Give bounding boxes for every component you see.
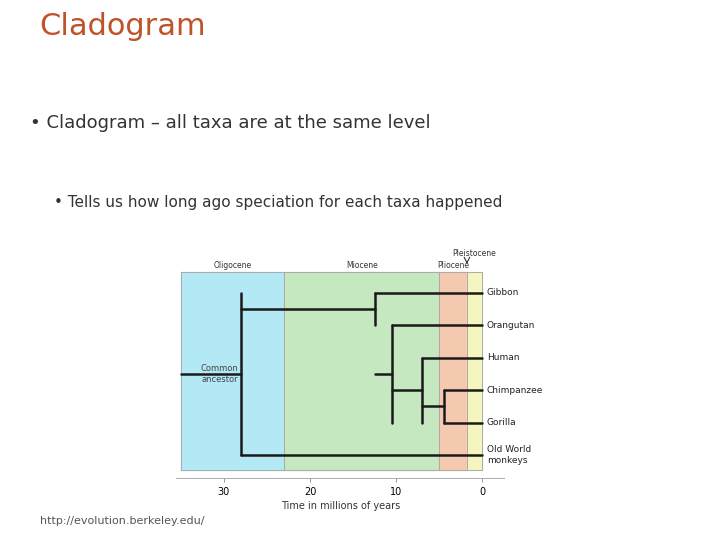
- Text: • Cladogram – all taxa are at the same level: • Cladogram – all taxa are at the same l…: [30, 114, 431, 132]
- Text: http://evolution.berkeley.edu/: http://evolution.berkeley.edu/: [40, 516, 204, 526]
- Text: Gorilla: Gorilla: [487, 418, 516, 427]
- Text: Cladogram: Cladogram: [40, 12, 206, 41]
- X-axis label: Time in millions of years: Time in millions of years: [281, 501, 400, 511]
- Text: Miocene: Miocene: [346, 261, 377, 269]
- Text: Common
ancestor: Common ancestor: [201, 364, 238, 383]
- Text: Chimpanzee: Chimpanzee: [487, 386, 543, 395]
- Text: Orangutan: Orangutan: [487, 321, 535, 330]
- Text: Old World
monkeys: Old World monkeys: [487, 446, 531, 465]
- Text: Human: Human: [487, 353, 519, 362]
- Text: Gibbon: Gibbon: [487, 288, 519, 298]
- Text: Pleistocene: Pleistocene: [452, 249, 495, 258]
- Bar: [284, 272, 439, 470]
- Text: Oligocene: Oligocene: [213, 261, 251, 269]
- Bar: [181, 272, 284, 470]
- Bar: [439, 272, 467, 470]
- Bar: [467, 272, 482, 470]
- Text: • Tells us how long ago speciation for each taxa happened: • Tells us how long ago speciation for e…: [54, 195, 503, 210]
- Text: Pliocene: Pliocene: [437, 261, 469, 269]
